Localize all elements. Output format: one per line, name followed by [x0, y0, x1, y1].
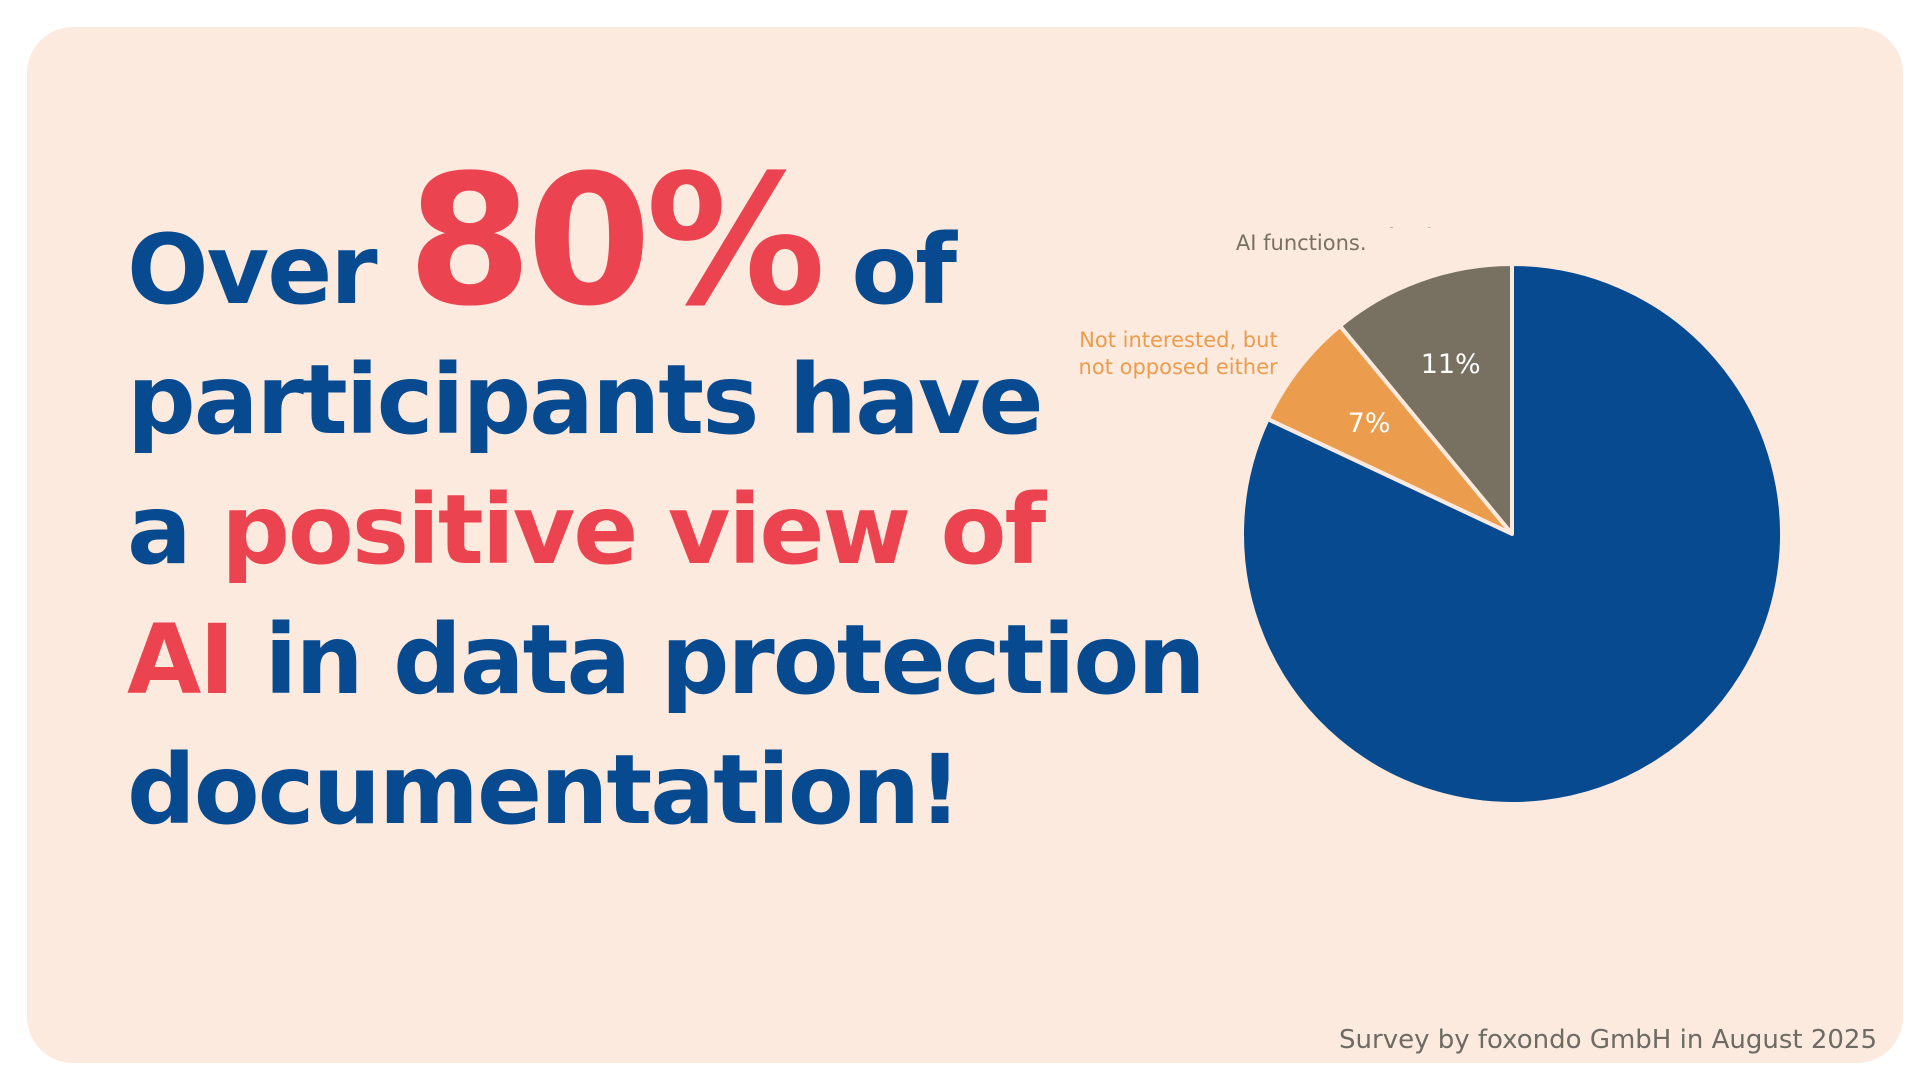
pie-slice-2: [1240, 262, 1784, 806]
infographic-card: Over 80% of participants have a positive…: [27, 27, 1903, 1063]
pie-value-labels: 11% 7%: [1348, 349, 1481, 439]
headline-percentage: 80%: [407, 137, 826, 346]
headline-a: a: [127, 474, 222, 586]
headline-over: Over: [127, 214, 408, 326]
pie-category-labels: I fundamentally rejectAI functions. Not i…: [1079, 227, 1468, 379]
pie-slices: [1240, 262, 1784, 806]
pie-chart: 11% 7% I fundamentally rejectAI functions…: [1079, 227, 1784, 806]
survey-source: Survey by foxondo GmbH in August 2025: [1339, 1025, 1877, 1055]
headline-of: of: [819, 214, 957, 326]
headline-data-protection: in data protection: [233, 604, 1205, 716]
headline-line-3: a positive view of: [127, 465, 1204, 595]
headline-line-5: documentation!: [127, 734, 962, 846]
headline: Over 80% of participants have a positive…: [127, 152, 1206, 855]
pie-category-label-1: Not interested, but not opposed either: [1079, 328, 1279, 379]
headline-line-2: participants have: [127, 344, 1044, 456]
headline-line-1: Over 80% of: [127, 152, 1204, 335]
headline-line-4: AI in data protection: [127, 595, 1206, 725]
headline-positive-view: positive view of: [221, 474, 1046, 586]
pie-category-label-0: I fundamentally rejectAI functions.: [1236, 227, 1467, 255]
pie-slice-0: [1337, 262, 1514, 536]
pie-value-label-1: 7%: [1348, 408, 1391, 439]
pie-value-label-0: 11%: [1421, 349, 1481, 380]
headline-ai: AI: [127, 604, 235, 716]
pie-slice-1: [1265, 323, 1514, 536]
